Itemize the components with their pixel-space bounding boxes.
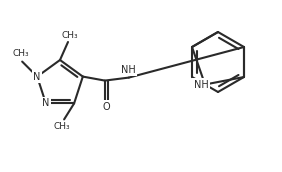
Text: CH₃: CH₃	[62, 30, 78, 40]
Text: N: N	[34, 72, 41, 82]
Text: NH: NH	[194, 79, 208, 89]
Text: O: O	[103, 102, 110, 112]
Text: CH₃: CH₃	[13, 49, 30, 58]
Text: N: N	[42, 98, 50, 108]
Text: CH₃: CH₃	[54, 122, 70, 131]
Text: NH: NH	[122, 64, 136, 75]
